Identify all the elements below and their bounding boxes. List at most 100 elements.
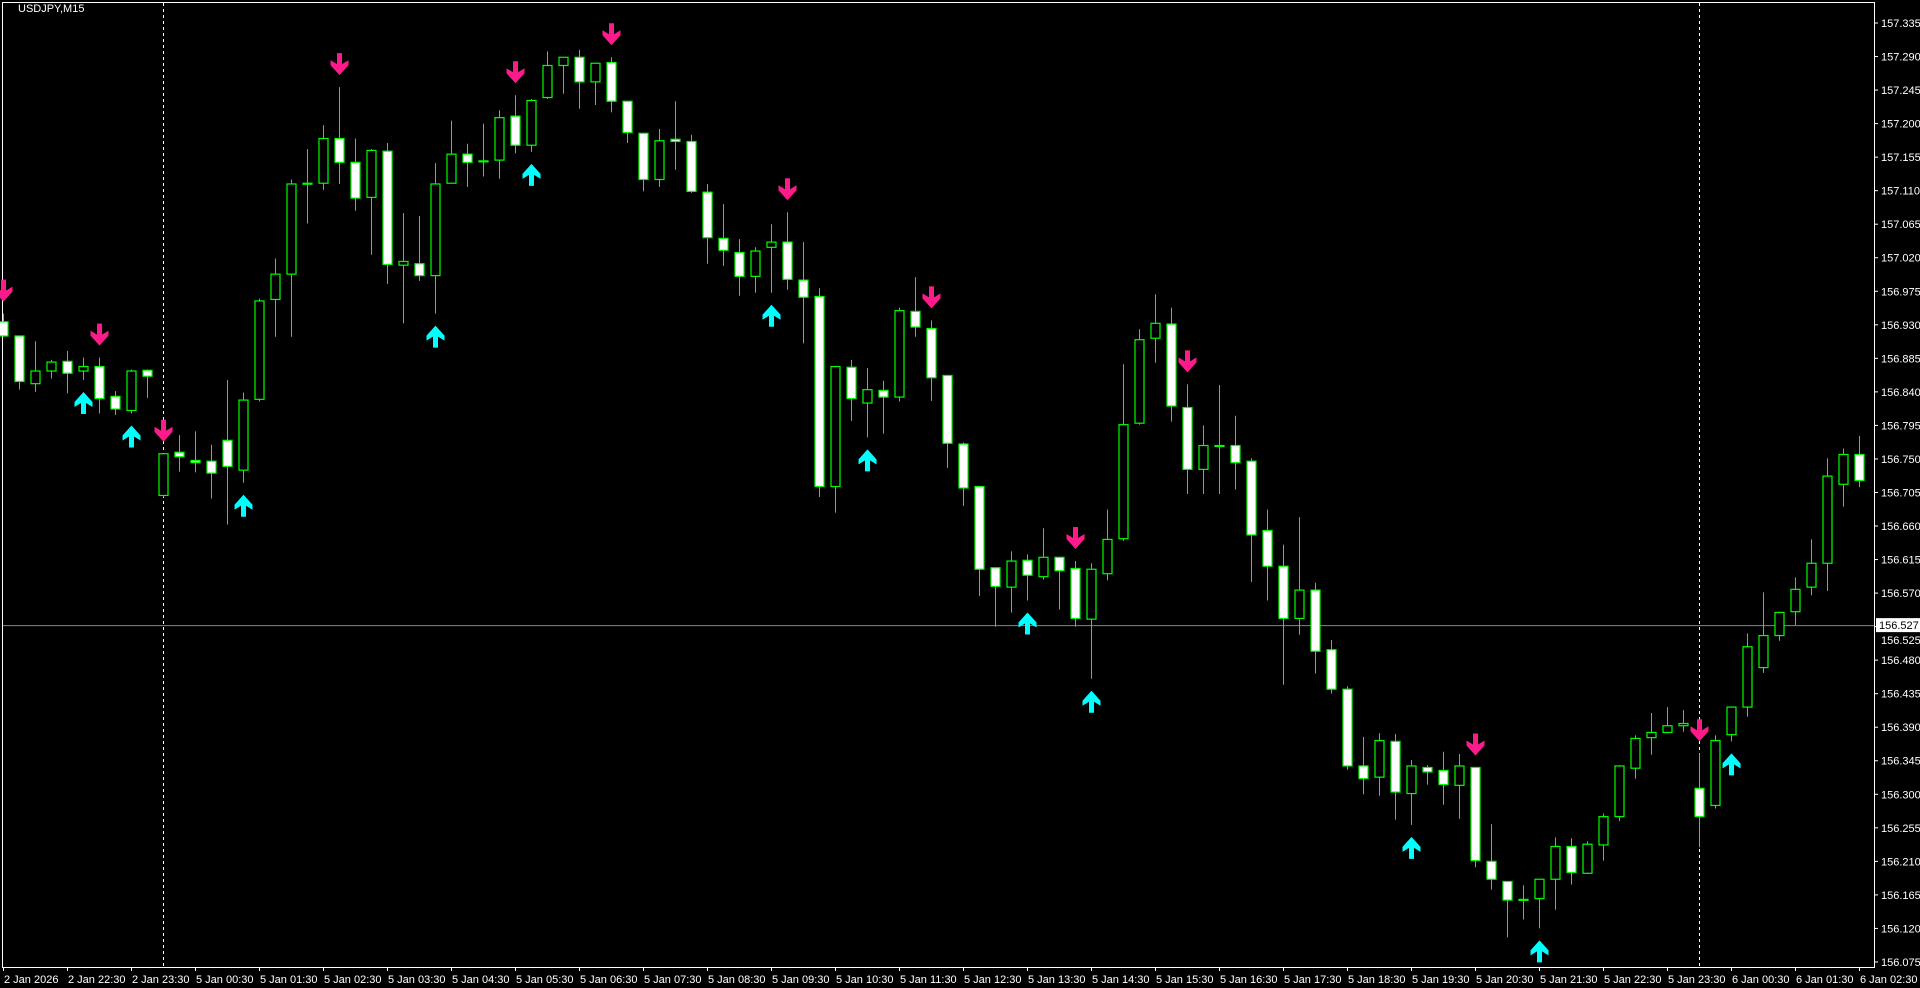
candle[interactable] [158,453,169,497]
candle[interactable] [1406,760,1417,825]
candle[interactable] [1438,751,1449,805]
candle[interactable] [894,307,905,402]
candle[interactable] [1662,707,1673,734]
candle[interactable] [1262,509,1273,601]
candle[interactable] [558,56,569,94]
candle[interactable] [622,100,633,143]
candle[interactable] [14,335,25,390]
candle[interactable] [1006,551,1017,613]
candle[interactable] [1374,733,1385,796]
candle[interactable] [574,49,585,109]
candle[interactable] [350,138,361,211]
candle[interactable] [782,212,793,290]
candle[interactable] [1646,713,1657,755]
candle[interactable] [238,392,249,483]
candle[interactable] [446,120,457,184]
candle[interactable] [878,380,889,434]
candle[interactable] [1758,592,1769,673]
candle[interactable] [1486,824,1497,890]
candle[interactable] [1278,544,1289,685]
candle[interactable] [686,134,697,193]
candle[interactable] [30,341,41,392]
candle[interactable] [670,101,681,170]
candle[interactable] [1230,415,1241,490]
candle[interactable] [62,350,73,394]
candle[interactable] [1198,425,1209,494]
candle[interactable] [1742,633,1753,717]
candle[interactable] [222,379,233,525]
candle[interactable] [1086,563,1097,679]
candle[interactable] [1710,735,1721,809]
candle[interactable] [478,123,489,177]
candle[interactable] [1214,385,1225,494]
candle[interactable] [1774,611,1785,641]
candle[interactable] [1806,539,1817,596]
candle[interactable] [526,99,537,152]
candle[interactable] [606,57,617,113]
candle[interactable] [990,567,1001,627]
candle[interactable] [494,110,505,179]
candle[interactable] [702,183,713,264]
candle[interactable] [1102,509,1113,581]
candle[interactable] [510,95,521,154]
candle[interactable] [1726,706,1737,742]
candle[interactable] [1790,577,1801,626]
candle[interactable] [1054,556,1065,610]
candle[interactable] [1342,686,1353,770]
candle[interactable] [1582,841,1593,875]
candle[interactable] [1070,561,1081,627]
candle[interactable] [830,365,841,513]
candle[interactable] [862,368,873,438]
candle[interactable] [910,277,921,337]
candle[interactable] [414,216,425,281]
candle[interactable] [254,298,265,402]
candle[interactable] [638,132,649,192]
candle[interactable] [798,242,809,344]
candle[interactable] [94,357,105,414]
candle[interactable] [382,142,393,284]
candle[interactable] [1502,880,1513,938]
candle[interactable] [654,128,665,187]
candle[interactable] [286,179,297,337]
candle[interactable] [846,359,857,421]
candle[interactable] [1422,765,1433,785]
candle[interactable] [1566,838,1577,885]
candle[interactable] [718,204,729,266]
candle[interactable] [78,357,89,380]
candle[interactable] [1166,307,1177,422]
candle[interactable] [1390,733,1401,820]
candle[interactable] [206,444,217,499]
candle[interactable] [1022,554,1033,601]
candle[interactable] [334,87,345,184]
candle[interactable] [734,239,745,296]
candle[interactable] [1358,736,1369,795]
candle[interactable] [1326,640,1337,694]
candle[interactable] [1454,754,1465,819]
candle[interactable] [174,435,185,472]
candle[interactable] [590,62,601,105]
candle[interactable] [142,369,153,398]
candle[interactable] [974,485,985,597]
candle[interactable] [1134,329,1145,425]
candle[interactable] [958,442,969,506]
candle[interactable] [46,359,57,379]
candle[interactable] [1518,885,1529,920]
candle[interactable] [1614,765,1625,822]
candle[interactable] [1294,517,1305,635]
candle[interactable] [1038,528,1049,580]
candle[interactable] [1838,448,1849,507]
candle[interactable] [750,247,761,293]
candle[interactable] [430,163,441,314]
candle[interactable] [1678,710,1689,732]
candle[interactable] [1150,294,1161,363]
candle[interactable] [302,148,313,224]
candle[interactable] [110,391,121,415]
candle[interactable] [0,313,9,337]
candle[interactable] [814,288,825,497]
candle[interactable] [1854,435,1865,488]
candle[interactable] [542,51,553,100]
candle[interactable] [398,213,409,324]
candle[interactable] [1694,753,1705,848]
candle[interactable] [942,374,953,468]
